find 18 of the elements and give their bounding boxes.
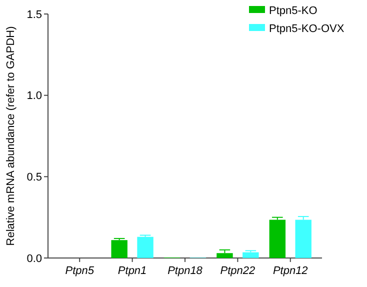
bar xyxy=(269,220,286,258)
bar xyxy=(242,252,259,258)
x-tick-label: Ptpn18 xyxy=(168,265,204,277)
bar xyxy=(216,253,233,258)
y-tick-label: 1.5 xyxy=(26,8,42,21)
x-tick-label: Ptpn12 xyxy=(272,265,308,277)
bar xyxy=(137,236,154,258)
x-tick-label: Ptpn22 xyxy=(220,265,256,277)
y-axis-title: Relative mRNA abundance (refer to GAPDH) xyxy=(5,26,17,246)
y-tick-label: 1.0 xyxy=(26,90,42,102)
legend-label: Ptpn5-KO-OVX xyxy=(269,22,345,35)
legend-label: Ptpn5-KO xyxy=(269,4,318,17)
x-tick-label: Ptpn5 xyxy=(65,265,95,277)
y-tick-label: 0.0 xyxy=(26,252,42,265)
bar xyxy=(111,240,128,258)
bar xyxy=(295,220,312,258)
x-tick-label: Ptpn1 xyxy=(118,265,147,277)
y-tick-label: 0.5 xyxy=(26,172,42,184)
